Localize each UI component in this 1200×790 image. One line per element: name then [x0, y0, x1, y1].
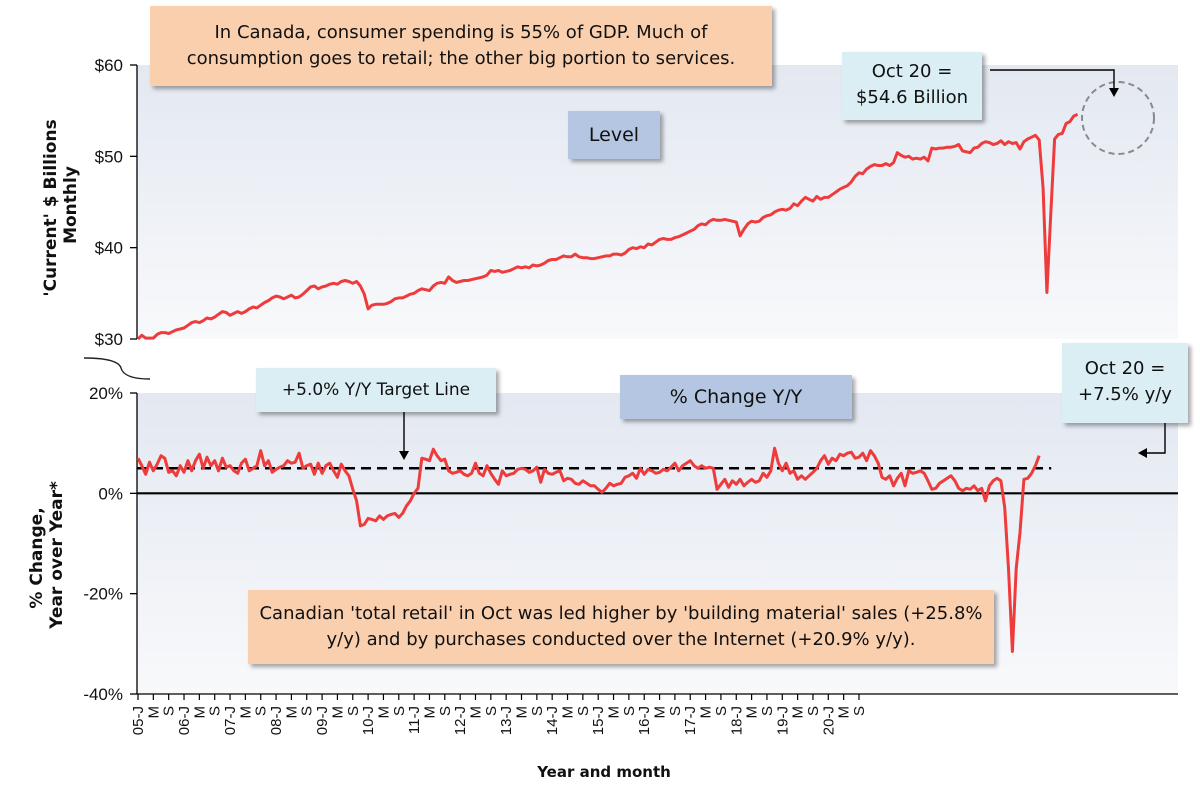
oct20-yoy-line-2: +7.5% y/y: [1078, 384, 1172, 405]
x-tick-label: M: [606, 706, 623, 719]
x-tick-label: 19-J: [774, 706, 791, 735]
x-tick-label: 16-J: [636, 706, 653, 735]
x-tick-label: S: [483, 706, 500, 716]
x-tick-label: 12-J: [452, 706, 469, 735]
x-tick-label: M: [145, 706, 162, 719]
x-tick-label: S: [851, 706, 868, 716]
pct-change-label: % Change Y/Y: [620, 375, 852, 419]
bottom-y-tick-label: 0%: [98, 484, 123, 503]
x-tick-label: S: [207, 706, 224, 716]
level-label-text: Level: [588, 124, 640, 146]
x-tick-label: S: [161, 706, 178, 716]
x-tick-label: M: [467, 706, 484, 719]
x-tick-label: 18-J: [728, 706, 745, 735]
top-callout-arrowhead: [1109, 88, 1119, 97]
top-y-tick-label: $50: [95, 147, 123, 166]
x-tick-label: 20-J: [820, 706, 837, 735]
top-y-axis: $30 $40 $50 $60: [95, 56, 138, 349]
target-callout-arrowhead: [399, 451, 409, 460]
x-tick-label: M: [375, 706, 392, 719]
retail-note-line-1: Canadian 'total retail' in Oct was led h…: [259, 603, 983, 624]
x-tick-label: 15-J: [590, 706, 607, 735]
bottom-y-tick-label: -20%: [83, 585, 123, 604]
level-series-line: [136, 112, 1079, 341]
bottom-callout-arrowhead: [1138, 448, 1147, 458]
top-callout-arrow: [990, 69, 1115, 90]
x-tick-label: S: [667, 706, 684, 716]
oct20-level-line-1: Oct 20 =: [871, 61, 953, 82]
x-tick-label: M: [744, 706, 761, 719]
top-y-axis-title: 'Current' $ Billions Monthly: [41, 113, 81, 296]
x-tick-label: S: [805, 706, 822, 716]
x-tick-label: M: [652, 706, 669, 719]
x-tick-label: S: [253, 706, 270, 716]
gdp-note: In Canada, consumer spending is 55% of G…: [150, 6, 772, 86]
x-tick-label: 05-J: [130, 706, 147, 735]
x-tick-label: 06-J: [176, 706, 193, 735]
target-line-callout: +5.0% Y/Y Target Line: [256, 368, 496, 412]
bottom-callout-arrow: [1146, 423, 1166, 454]
x-tick-label: S: [299, 706, 316, 716]
x-tick-label: M: [698, 706, 715, 719]
top-plot-area: [137, 65, 1178, 339]
x-tick-label: M: [191, 706, 208, 719]
latest-point-highlight: [1081, 81, 1155, 155]
bottom-y-tick-label: -40%: [83, 685, 123, 704]
bottom-y-axis-title: % Change, Year over Year*: [27, 481, 67, 630]
x-tick-label: 11-J: [406, 706, 423, 734]
bottom-y-tick-label: 20%: [89, 384, 123, 403]
x-axis: 05-JMS06-JMS07-JMS08-JMS09-JMS10-JMS11-J…: [130, 693, 1178, 735]
x-tick-label: S: [575, 706, 592, 716]
x-tick-label: S: [713, 706, 730, 716]
axis-break-mark: [83, 357, 151, 380]
x-tick-label: S: [437, 706, 454, 716]
oct20-level-line-2: $54.6 Billion: [855, 87, 969, 108]
oct20-yoy-line-1: Oct 20 =: [1084, 358, 1166, 379]
x-tick-label: S: [759, 706, 776, 716]
x-tick-label: 08-J: [268, 706, 285, 735]
retail-note: Canadian 'total retail' in Oct was led h…: [248, 590, 994, 664]
x-tick-label: 07-J: [222, 706, 239, 735]
x-tick-label: M: [329, 706, 346, 719]
oct20-yoy-callout: Oct 20 = +7.5% y/y: [1062, 343, 1188, 423]
x-tick-label: S: [621, 706, 638, 716]
x-axis-title: Year and month: [536, 763, 671, 781]
bottom-y-axis: -40% -20% 0% 20%: [83, 384, 138, 704]
x-tick-label: 14-J: [544, 706, 561, 735]
x-tick-label: M: [560, 706, 577, 719]
gdp-note-line-1: In Canada, consumer spending is 55% of G…: [214, 22, 708, 43]
yoy-series-line: [136, 446, 1041, 653]
top-y-tick-label: $30: [95, 330, 123, 349]
x-tick-label: 17-J: [682, 706, 699, 735]
x-tick-label: S: [529, 706, 546, 716]
x-tick-label: M: [836, 706, 853, 719]
x-tick-label: M: [790, 706, 807, 719]
pct-change-label-text: % Change Y/Y: [669, 386, 803, 408]
x-tick-label: 13-J: [498, 706, 515, 735]
gdp-note-line-2: consumption goes to retail; the other bi…: [186, 48, 736, 69]
level-label: Level: [568, 111, 660, 159]
x-tick-label: M: [237, 706, 254, 719]
target-line-callout-text: +5.0% Y/Y Target Line: [281, 380, 471, 400]
x-tick-label: 10-J: [360, 706, 377, 735]
x-tick-label: S: [345, 706, 362, 716]
top-y-tick-label: $60: [95, 56, 123, 75]
x-tick-label: M: [283, 706, 300, 719]
x-tick-label: 09-J: [314, 706, 331, 735]
x-tick-label: S: [391, 706, 408, 716]
oct20-level-callout: Oct 20 = $54.6 Billion: [842, 52, 982, 120]
retail-note-line-2: y/y) and by purchases conducted over the…: [326, 629, 916, 650]
top-y-tick-label: $40: [95, 239, 123, 258]
x-tick-label: M: [514, 706, 531, 719]
x-tick-label: M: [421, 706, 438, 719]
